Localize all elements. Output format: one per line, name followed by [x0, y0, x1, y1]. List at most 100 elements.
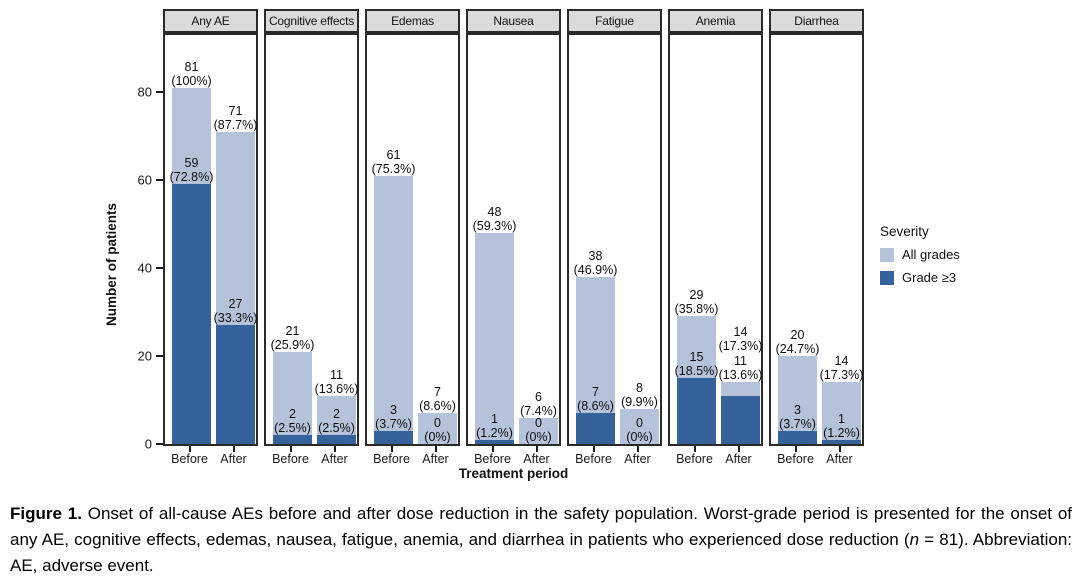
facet-strip: Fatigue	[567, 9, 662, 33]
facet-plot-area: 48 (59.3%) 1 (1.2%) 6 (7.4%) 0 (0%)	[466, 33, 561, 446]
x-tick-mark	[592, 446, 595, 452]
x-tick-label: After	[523, 452, 550, 466]
bar-label-grade3: 3 (3.7%)	[779, 402, 816, 431]
bar-label-grade3: 2 (2.5%)	[318, 407, 355, 436]
caption-figure-label: Figure 1.	[10, 504, 82, 523]
x-tick-label: Before	[474, 452, 511, 466]
bar-label-grade3: 1 (1.2%)	[823, 411, 860, 440]
y-tick-label: 20	[137, 348, 152, 364]
x-tick-mark	[289, 446, 292, 452]
bar-grade3	[677, 378, 716, 444]
y-tick-mark	[156, 355, 163, 357]
caption-body: Onset of all-cause AEs before and after …	[10, 504, 1072, 549]
bar-all-grades	[273, 351, 312, 444]
x-tick-label: Before	[373, 452, 410, 466]
x-tick-mark	[333, 446, 336, 452]
facet-plot-area: 29 (35.8%) 15 (18.5%) 14 (17.3%) 11 (13.6%)	[668, 33, 763, 446]
facet-anemia: Anemia 29 (35.8%) 15 (18.5%) 14 (17.3%) 11 (13.6…	[668, 9, 763, 446]
bar-all-grades	[475, 232, 514, 444]
y-tick-label: 0	[144, 436, 152, 452]
x-tick-mark	[838, 446, 841, 452]
facet-diarrhea: Diarrhea 20 (24.7%) 3 (3.7%) 14 (17.3%) 1 (1.2%)	[769, 9, 864, 446]
caption-n-italic: n	[909, 530, 920, 549]
facet-edemas: Edemas 61 (75.3%) 3 (3.7%) 7 (8.6%) 0 (0%)	[365, 9, 460, 446]
bar-label-all-grades: 20 (24.7%)	[775, 328, 820, 356]
x-tick-label: Before	[777, 452, 814, 466]
bar-label-grade3: 27 (33.3%)	[213, 297, 258, 326]
x-axis-title: Treatment period	[458, 466, 569, 481]
bar-all-grades	[519, 417, 558, 444]
legend-swatch	[880, 270, 894, 285]
x-tick-mark	[434, 446, 437, 452]
bar-label-grade3: 11 (13.6%)	[718, 354, 763, 383]
bar-label-grade3: 59 (72.8%)	[169, 156, 214, 185]
ae-onset-bar-chart: Number of patients 0 20 40 60 80 Any AE 81 (10…	[104, 9, 960, 481]
x-tick-mark	[693, 446, 696, 452]
x-tick-mark	[232, 446, 235, 452]
x-tick-mark	[636, 446, 639, 452]
x-tick-label: Before	[676, 452, 713, 466]
facet-strip: Cognitive effects	[264, 9, 359, 33]
bar-grade3	[317, 435, 356, 444]
facet-plot-area: 38 (46.9%) 7 (8.6%) 8 (9.9%) 0 (0%)	[567, 33, 662, 446]
bar-label-all-grades: 29 (35.8%)	[674, 288, 719, 317]
y-tick-mark	[156, 91, 163, 93]
legend-title: Severity	[880, 224, 929, 239]
facet-strip: Diarrhea	[769, 9, 864, 33]
bar-grade3	[172, 184, 211, 444]
facet-plot-area: 21 (25.9%) 2 (2.5%) 11 (13.6%) 2 (2.5%)	[264, 33, 359, 446]
y-tick-mark	[156, 179, 163, 181]
bar-grade3	[778, 430, 817, 444]
bar-grade3	[721, 395, 760, 444]
facet-nausea: Nausea 48 (59.3%) 1 (1.2%) 6 (7.4%) 0 (0%)	[466, 9, 561, 446]
legend-label: All grades	[902, 247, 960, 262]
bar-grade3	[216, 325, 255, 444]
x-tick-label: After	[220, 452, 247, 466]
bar-label-grade3: 0 (0%)	[424, 416, 451, 444]
x-tick-label: Before	[272, 452, 309, 466]
bar-all-grades	[620, 408, 659, 444]
bar-label-all-grades: 14 (17.3%)	[718, 325, 763, 354]
bar-label-all-grades: 11 (13.6%)	[314, 367, 359, 396]
x-tick-label: After	[422, 452, 449, 466]
facet-strip: Anemia	[668, 9, 763, 33]
bar-label-grade3: 0 (0%)	[525, 416, 552, 444]
facet-strip: Nausea	[466, 9, 561, 33]
bar-grade3	[576, 413, 615, 444]
bar-grade3	[822, 439, 861, 444]
x-tick-mark	[491, 446, 494, 452]
bar-label-all-grades: 7 (8.6%)	[419, 385, 456, 414]
x-tick-mark	[390, 446, 393, 452]
bar-label-all-grades: 8 (9.9%)	[621, 380, 658, 409]
facet-strip: Edemas	[365, 9, 460, 33]
x-tick-label: After	[321, 452, 348, 466]
bar-label-all-grades: 71 (87.7%)	[213, 103, 258, 132]
bar-label-grade3: 2 (2.5%)	[274, 407, 311, 436]
legend-label: Grade ≥3	[902, 270, 957, 285]
x-tick-label: After	[624, 452, 651, 466]
bar-label-all-grades: 38 (46.9%)	[573, 248, 618, 277]
legend: Severity All grades Grade ≥3	[880, 224, 960, 293]
bar-grade3	[475, 439, 514, 444]
y-tick-label: 60	[137, 172, 152, 188]
y-tick-mark	[156, 443, 163, 445]
x-tick-label: Before	[575, 452, 612, 466]
legend-swatch	[880, 247, 894, 262]
x-tick-mark	[737, 446, 740, 452]
bar-all-grades	[778, 356, 817, 444]
bar-grade3	[273, 435, 312, 444]
facet-plot-area: 20 (24.7%) 3 (3.7%) 14 (17.3%) 1 (1.2%)	[769, 33, 864, 446]
bar-label-grade3: 0 (0%)	[626, 416, 653, 444]
bar-label-all-grades: 81 (100%)	[171, 59, 212, 88]
y-tick-label: 40	[137, 260, 152, 276]
x-tick-mark	[794, 446, 797, 452]
x-tick-mark	[535, 446, 538, 452]
bar-all-grades	[418, 413, 457, 444]
facet-fatigue: Fatigue 38 (46.9%) 7 (8.6%) 8 (9.9%) 0 (0%)	[567, 9, 662, 446]
bar-grade3	[374, 430, 413, 444]
bar-label-grade3: 1 (1.2%)	[476, 411, 513, 440]
facet-plot-area: 81 (100%) 59 (72.8%) 71 (87.7%) 27 (33.3%)	[163, 33, 258, 446]
x-tick-label: Before	[171, 452, 208, 466]
legend-item: All grades	[880, 247, 960, 262]
bar-label-grade3: 3 (3.7%)	[375, 402, 412, 431]
